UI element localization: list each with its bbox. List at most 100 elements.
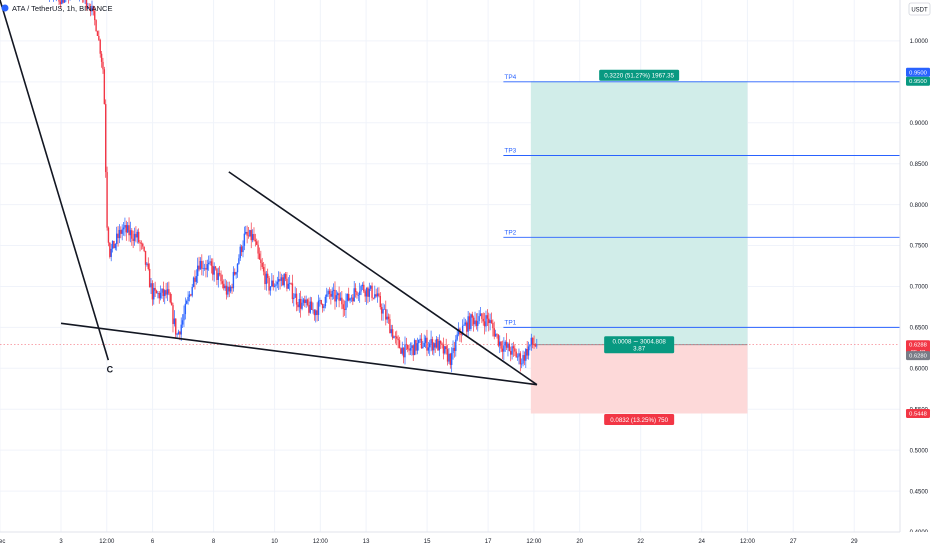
currency-label: USDT xyxy=(911,8,928,14)
candle-body xyxy=(339,297,342,301)
candle-body xyxy=(158,292,160,299)
trendline-drawings[interactable] xyxy=(0,0,538,386)
candle-body xyxy=(441,343,443,345)
candle-body xyxy=(279,279,281,281)
candle-body xyxy=(117,233,119,239)
candle-body xyxy=(214,266,217,269)
candle-body xyxy=(409,348,412,351)
candle-body xyxy=(159,292,162,299)
candle-body xyxy=(184,303,187,315)
candle-body xyxy=(136,231,138,238)
candle-body xyxy=(530,337,533,345)
candle-body xyxy=(236,263,239,273)
candle-body xyxy=(449,353,452,365)
price-tick-label: 0.6000 xyxy=(910,367,929,373)
time-tick-label: 29 xyxy=(851,539,858,545)
profit-zone[interactable] xyxy=(530,81,748,345)
time-tick-label: 12:00 xyxy=(740,539,756,545)
price-tag-box xyxy=(906,67,930,77)
price-tick-label: 0.7000 xyxy=(910,285,929,291)
wedge-upper[interactable] xyxy=(228,171,538,386)
candle-body xyxy=(247,235,250,237)
candle-body xyxy=(456,334,458,340)
candle-body xyxy=(391,329,394,339)
candle-body xyxy=(275,284,277,286)
time-tick-label: 3 xyxy=(59,539,63,545)
candle-body xyxy=(460,334,462,335)
candle-body xyxy=(446,349,449,362)
candle-body xyxy=(320,299,322,304)
candle-body xyxy=(166,289,169,295)
candle-body xyxy=(525,349,527,361)
candle-body xyxy=(331,290,333,297)
candle-body xyxy=(253,234,255,240)
candle-body xyxy=(190,294,192,296)
price-tick-label: 0.7500 xyxy=(910,244,929,250)
candle-body xyxy=(515,351,517,358)
candle-body xyxy=(298,299,300,308)
currency-badge[interactable]: USDT xyxy=(908,2,931,16)
candle-body xyxy=(142,243,144,247)
candle-body xyxy=(291,283,294,300)
time-tick-label: 12:00 xyxy=(526,539,542,545)
candle-body xyxy=(217,273,219,280)
candle-series xyxy=(49,0,538,373)
candle-body xyxy=(272,280,274,287)
candle-body xyxy=(520,363,523,365)
candle-body xyxy=(321,303,324,309)
candle-body xyxy=(408,349,410,351)
candle-body xyxy=(533,344,535,346)
candle-body xyxy=(273,285,276,287)
symbol-logo-icon xyxy=(1,4,9,12)
candle-body xyxy=(124,225,126,228)
candle-body xyxy=(91,5,93,12)
candle-body xyxy=(209,261,211,263)
candle-body xyxy=(229,286,232,292)
candle-body xyxy=(59,1,62,5)
candle-body xyxy=(173,318,176,325)
candle-body xyxy=(332,289,335,291)
candle-body xyxy=(312,309,314,311)
candle-body xyxy=(326,294,328,297)
candle-body xyxy=(349,298,351,301)
candle-body xyxy=(489,320,491,324)
candle-body xyxy=(341,297,343,305)
candle-body xyxy=(218,273,221,275)
candle-body xyxy=(374,294,376,299)
take-profit-label: TP3 xyxy=(504,148,516,155)
candle-body xyxy=(488,318,490,324)
candle-body xyxy=(100,53,103,62)
candle-body xyxy=(419,338,421,340)
candle-body xyxy=(367,287,369,297)
candle-body xyxy=(165,290,167,295)
candle-body xyxy=(427,347,430,351)
candle-body xyxy=(486,315,489,319)
time-tick-label: 6 xyxy=(151,539,155,545)
candle-body xyxy=(118,229,121,239)
candle-body xyxy=(371,285,373,298)
time-tick-label: 22 xyxy=(637,539,644,545)
candle-body xyxy=(352,297,354,302)
candle-body xyxy=(364,291,366,297)
candle-body xyxy=(348,293,350,301)
price-tag-box xyxy=(906,76,930,86)
price-axis[interactable] xyxy=(900,0,932,550)
candle-body xyxy=(475,320,478,326)
wedge-lower[interactable] xyxy=(60,322,538,386)
loss-zone[interactable] xyxy=(530,344,748,414)
candle-body xyxy=(386,316,388,320)
stop-label-text: 0.0832 (13.25%) 750 xyxy=(610,417,668,424)
candle-body xyxy=(379,296,381,308)
candle-body xyxy=(375,294,377,297)
candle-body xyxy=(126,225,129,233)
candle-body xyxy=(390,329,392,334)
time-axis[interactable] xyxy=(0,532,932,550)
candle-body xyxy=(323,306,325,309)
leg-line[interactable] xyxy=(0,0,110,361)
candle-body xyxy=(442,344,445,354)
candle-body xyxy=(240,246,243,253)
candle-body xyxy=(378,293,380,297)
